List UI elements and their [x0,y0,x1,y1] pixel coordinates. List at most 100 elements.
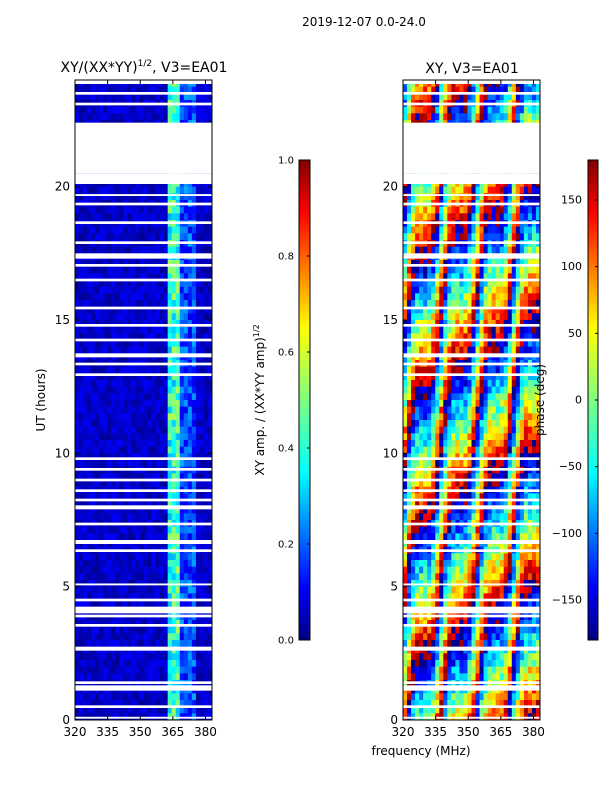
heatmap-cell [103,366,108,374]
heatmap-cell [163,533,169,541]
heatmap-cell [159,273,165,281]
data-gap [75,614,212,618]
heatmap-cell [163,506,169,514]
heatmap-cell [95,513,100,521]
heatmap-cell [207,553,213,561]
heatmap-cell [119,593,124,601]
heatmap-cell [127,440,132,448]
heatmap-cell [87,273,92,281]
heatmap-cell [155,273,161,281]
heatmap-cell [115,640,120,648]
heatmap-cell [187,280,193,288]
heatmap-cell [87,560,92,568]
heatmap-cell [143,393,148,401]
heatmap-cell [107,306,112,314]
heatmap-cell [143,193,148,201]
heatmap-cell [511,380,517,388]
heatmap-cell [199,593,205,601]
heatmap-cell [187,313,193,321]
heatmap-cell [207,286,213,294]
heatmap-cell [83,186,88,194]
heatmap-cell [139,266,144,274]
heatmap-cell [151,273,156,281]
heatmap-cell [139,446,144,454]
heatmap-cell [99,406,104,414]
heatmap-cell [103,633,108,641]
heatmap-cell [163,280,169,288]
heatmap-cell [107,333,112,341]
heatmap-cell [471,313,476,321]
heatmap-cell [203,320,209,328]
heatmap-cell [415,320,420,328]
heatmap-cell [163,286,169,294]
heatmap-cell [163,460,169,468]
heatmap-cell [479,380,484,388]
heatmap-cell [175,293,181,301]
heatmap-cell [427,333,432,341]
heatmap-cell [159,386,165,394]
heatmap-cell [475,340,480,348]
heatmap-cell [171,573,177,581]
heatmap-cell [403,386,408,394]
heatmap-cell [191,593,197,601]
heatmap-cell [467,233,472,241]
heatmap-cell [415,340,420,348]
heatmap-cell [175,420,181,428]
heatmap-cell [159,440,165,448]
heatmap-cell [431,293,436,301]
heatmap-cell [91,460,96,468]
heatmap-cell [91,406,96,414]
heatmap-cell [447,300,452,308]
heatmap-cell [515,106,521,114]
heatmap-cell [171,446,177,454]
heatmap-cell [415,260,420,268]
heatmap-cell [203,593,209,601]
heatmap-cell [523,233,529,241]
heatmap-cell [419,233,424,241]
heatmap-cell [191,400,197,408]
heatmap-cell [139,226,144,234]
heatmap-cell [107,620,112,628]
heatmap-cell [119,300,124,308]
heatmap-cell [131,626,136,634]
heatmap-cell [443,206,448,214]
heatmap-cell [183,666,189,674]
heatmap-cell [123,260,128,268]
heatmap-cell [155,480,161,488]
heatmap-cell [439,93,444,101]
heatmap-cell [103,226,108,234]
heatmap-cell [531,306,537,314]
heatmap-cell [175,633,181,641]
heatmap-cell [127,226,132,234]
heatmap-cell [83,566,88,574]
heatmap-cell [95,86,100,94]
heatmap-cell [159,640,165,648]
heatmap-cell [79,233,84,241]
heatmap-cell [95,586,100,594]
heatmap-cell [111,640,116,648]
heatmap-cell [139,500,144,508]
heatmap-cell [131,653,136,661]
heatmap-cell [111,566,116,574]
heatmap-cell [151,433,156,441]
heatmap-cell [83,640,88,648]
heatmap-cell [147,346,152,354]
heatmap-cell [115,366,120,374]
heatmap-cell [83,633,88,641]
heatmap-cell [87,193,92,201]
heatmap-cell [123,233,128,241]
heatmap-cell [115,453,120,461]
heatmap-cell [79,433,84,441]
heatmap-cell [163,400,169,408]
heatmap-cell [443,106,448,114]
heatmap-cell [91,640,96,648]
heatmap-cell [175,393,181,401]
heatmap-cell [179,280,185,288]
heatmap-cell [203,206,209,214]
heatmap-cell [407,313,412,321]
heatmap-cell [535,366,541,374]
heatmap-cell [163,313,169,321]
heatmap-cell [83,593,88,601]
heatmap-cell [491,213,497,221]
heatmap-cell [171,86,177,94]
